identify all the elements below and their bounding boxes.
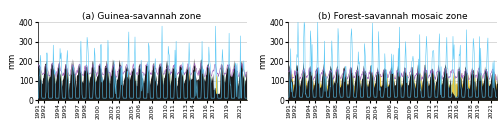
Legend: PR, SM, ETR, ETA: PR, SM, ETR, ETA <box>292 136 406 139</box>
Title: (b) Forest-savannah mosaic zone: (b) Forest-savannah mosaic zone <box>318 13 468 21</box>
Legend: PR, ETR, ETA, SM: PR, ETR, ETA, SM <box>41 136 154 139</box>
Title: (a) Guinea-savannah zone: (a) Guinea-savannah zone <box>82 13 202 21</box>
Y-axis label: mm: mm <box>258 53 267 69</box>
Y-axis label: mm: mm <box>7 53 16 69</box>
